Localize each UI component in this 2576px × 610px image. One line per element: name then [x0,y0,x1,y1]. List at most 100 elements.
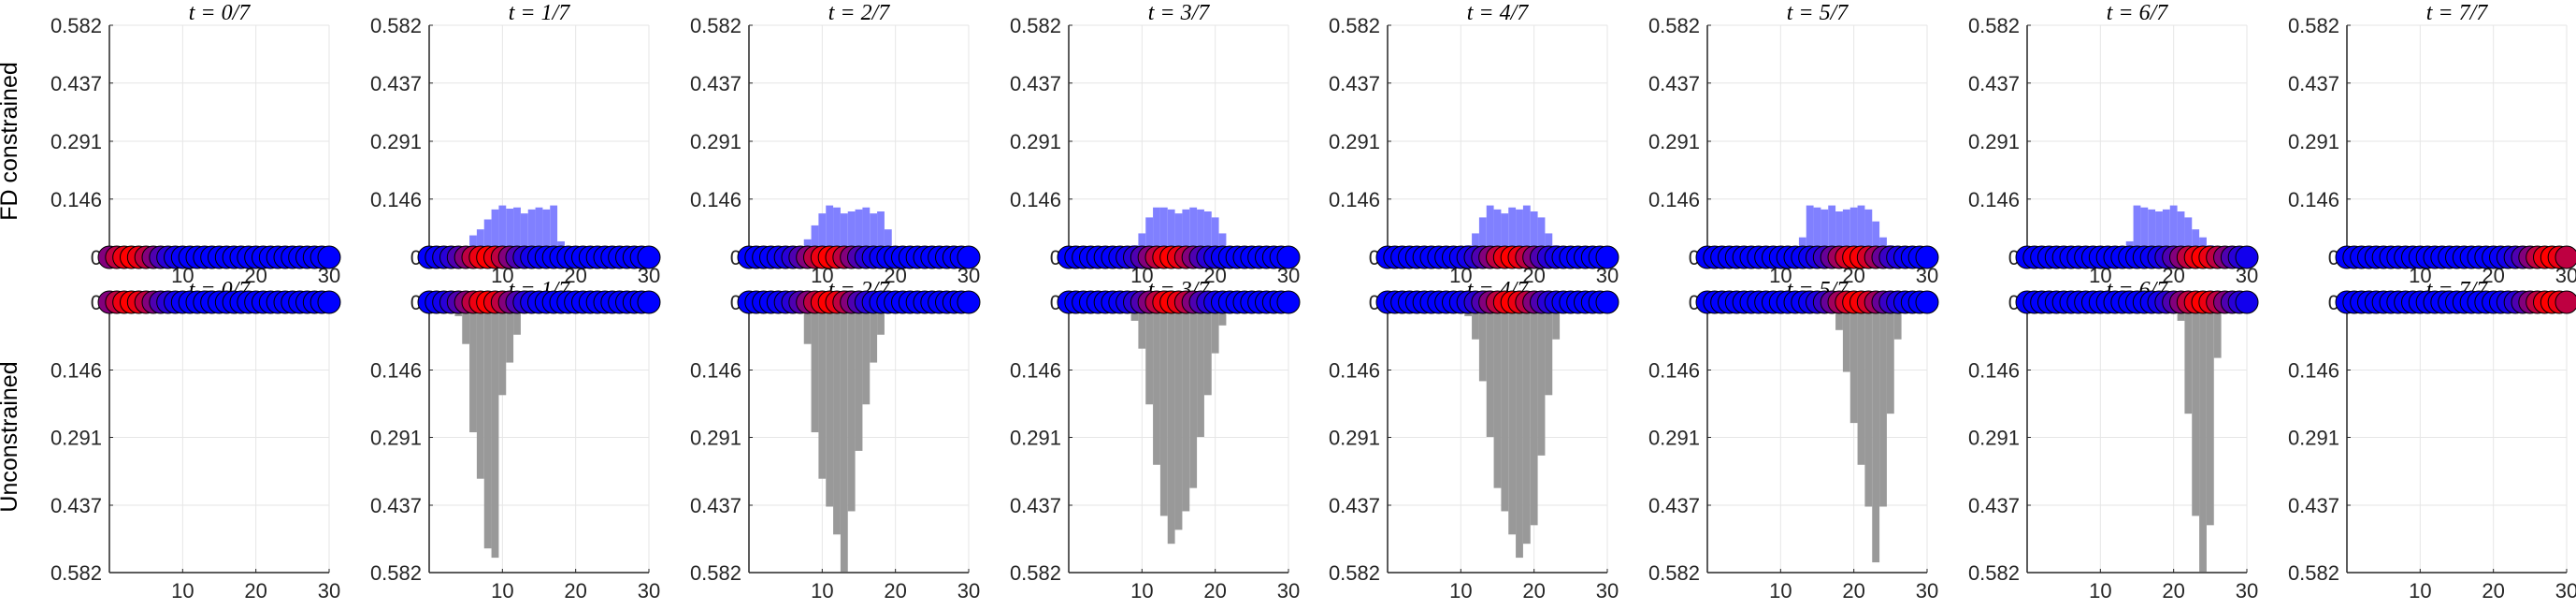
marker-group [2335,245,2576,269]
panel-title: t = 6/7 [2107,1,2169,25]
y-tick-label: 0.146 [1329,188,1380,211]
y-tick-label: 0.582 [2288,561,2339,585]
histogram-bar [811,302,819,433]
histogram-bar [847,302,856,512]
histogram-bar [1879,302,1887,507]
histogram-bar [2199,302,2207,573]
histogram-bar [1864,302,1873,507]
y-tick-label: 0.146 [1648,358,1700,382]
x-tick-label: 30 [1277,579,1300,603]
histogram-bar [550,205,558,257]
marker-group [417,290,661,314]
histogram-bar [1159,302,1168,516]
x-tick-label: 10 [811,579,833,603]
histogram-bar [1835,302,1843,330]
y-tick-label: 0.146 [1010,188,1061,211]
y-tick-label: 0.582 [1010,14,1061,37]
histogram-bar [1820,209,1829,257]
marker-group [737,290,981,314]
y-tick-label: 0.437 [1010,494,1061,517]
y-tick-label: 0.582 [690,14,741,37]
x-tick-label: 10 [2089,579,2111,603]
y-tick-label: 0.582 [1329,561,1380,585]
histogram-bar [1197,209,1204,257]
particle-marker [637,245,661,269]
particle-marker [957,290,981,314]
histogram-bar [1522,302,1531,545]
histogram-bar [469,302,477,433]
histogram-bar [506,209,514,257]
y-tick-label: 0.582 [1968,561,2020,585]
histogram-bar [818,213,827,257]
marker-group [97,245,341,269]
histogram-bar [1537,302,1546,456]
marker-group [1057,245,1301,269]
particle-marker [2235,245,2259,269]
marker-group [737,245,981,269]
histogram-bar [1159,207,1168,257]
histogram-bar [1806,205,1814,257]
histogram-bar [1835,211,1843,257]
y-tick-label: 0.291 [50,130,102,153]
x-tick-label: 30 [318,579,340,603]
histogram-bar [535,207,543,257]
x-tick-label: 20 [2482,579,2504,603]
y-tick-label: 0.291 [1648,427,1700,450]
histogram-bar [862,302,871,405]
y-tick-label: 0.582 [1010,561,1061,585]
marker-group [1375,245,1619,269]
histogram-bar [2184,302,2193,414]
y-tick-label: 0.437 [2288,72,2339,95]
histogram-bar [1545,233,1553,257]
y-tick-label: 0.146 [1010,358,1061,382]
particle-marker [637,290,661,314]
histogram-bar [1872,302,1880,563]
marker-group [2335,290,2576,314]
histogram-bar [506,302,514,363]
histogram-bar [826,205,834,257]
histogram-bar [1472,302,1479,340]
histogram-bar [1203,302,1212,396]
histogram-bar [513,207,521,257]
histogram-bar [1872,221,1880,257]
histogram-bar [1203,211,1212,257]
histogram-bar [1530,302,1538,526]
histogram-bar [1138,302,1146,349]
histogram-bar [840,213,848,257]
x-tick-label: 10 [491,579,513,603]
histogram-bar [1197,302,1204,438]
y-tick-label: 0.582 [2288,14,2339,37]
histogram-bar [476,302,484,479]
histogram-bar [1182,302,1190,512]
histogram-bar [542,209,551,257]
histogram-bar [2184,217,2193,257]
x-tick-label: 30 [2555,264,2576,287]
panel-title: t = 3/7 [1148,1,1211,25]
histogram-bar [833,302,841,535]
y-tick-label: 0.146 [1648,188,1700,211]
histogram-bar [803,302,812,344]
histogram-bar [1211,217,1219,257]
histogram-bar [491,302,499,559]
histogram-bar [818,302,827,479]
y-tick-label: 0.437 [2288,494,2339,517]
y-tick-label: 0.291 [1010,427,1061,450]
particle-marker [1915,245,1939,269]
histogram-bar [491,209,499,257]
y-tick-label: 0.437 [1329,494,1380,517]
y-tick-label: 0.582 [1968,14,2020,37]
y-tick-label: 0.291 [370,130,422,153]
bar-group [803,205,899,257]
histogram-bar [1472,233,1479,257]
x-tick-label: 30 [2236,579,2258,603]
y-tick-label: 0.291 [1010,130,1061,153]
histogram-bar [811,225,819,257]
